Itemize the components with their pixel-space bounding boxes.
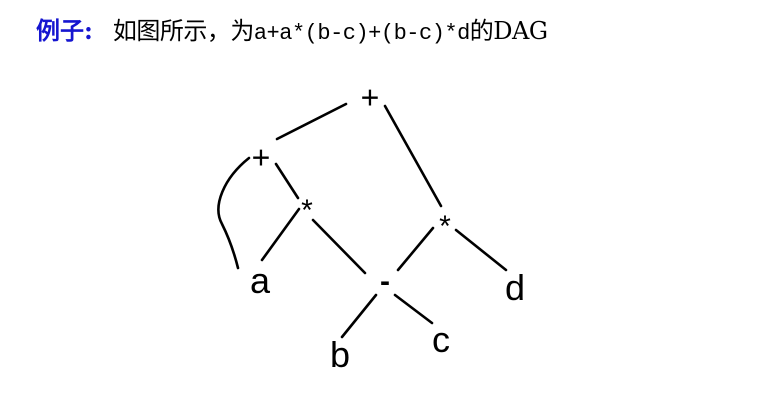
example-label: 例子: bbox=[36, 16, 93, 45]
heading-suffix: 的DAG bbox=[469, 17, 548, 45]
node-plus-root: + bbox=[361, 79, 380, 115]
node-plus-left: + bbox=[252, 139, 271, 175]
edge-root-to-plus-left bbox=[275, 102, 348, 141]
dag-nodes: + + * * a - d b c bbox=[250, 79, 525, 375]
edge-minus-to-c bbox=[393, 293, 434, 325]
edge-root-to-mul-right bbox=[383, 104, 443, 208]
node-mul-right: * bbox=[439, 210, 451, 243]
node-minus: - bbox=[380, 265, 390, 298]
slide-heading: 例子: 如图所示，为a+a*(b-c)+(b-c)*d的DAG bbox=[36, 14, 548, 48]
node-a: a bbox=[250, 260, 271, 301]
edge-plus-left-to-mul-left bbox=[274, 162, 300, 200]
edge-mul-right-to-minus bbox=[396, 226, 435, 272]
heading-expression: a+a*(b-c)+(b-c)*d bbox=[253, 21, 470, 46]
node-d: d bbox=[505, 267, 525, 308]
node-c: c bbox=[432, 319, 450, 360]
edge-mul-left-to-minus bbox=[311, 218, 367, 275]
edge-minus-to-b bbox=[340, 293, 378, 339]
edge-mul-left-to-a bbox=[260, 207, 301, 262]
dag-edges bbox=[217, 102, 508, 339]
heading-description: 如图所示，为 bbox=[112, 17, 255, 45]
edge-mul-right-to-d bbox=[454, 228, 508, 272]
node-mul-left: * bbox=[301, 194, 313, 227]
node-b: b bbox=[330, 334, 350, 375]
edge-plus-left-to-a bbox=[217, 156, 251, 270]
